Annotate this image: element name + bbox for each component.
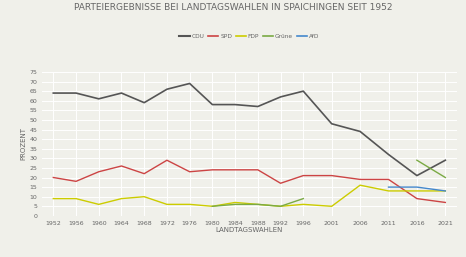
SPD [73,180,79,183]
Text: PARTEIERGEBNISSE BEI LANDTAGSWAHLEN IN SPAICHINGEN SEIT 1952: PARTEIERGEBNISSE BEI LANDTAGSWAHLEN IN S… [74,3,392,12]
AfD [386,186,391,189]
FDP [187,203,192,206]
FDP [414,189,420,192]
AfD [414,186,420,189]
FDP [386,189,391,192]
CDU [73,91,79,95]
Line: CDU: CDU [53,84,445,176]
Y-axis label: PROZENT: PROZENT [21,127,27,160]
CDU [329,122,335,125]
SPD [50,176,56,179]
CDU [210,103,215,106]
SPD [119,164,124,168]
CDU [414,174,420,177]
SPD [96,170,102,173]
CDU [386,153,391,156]
SPD [386,178,391,181]
FDP [73,197,79,200]
FDP [119,197,124,200]
FDP [164,203,170,206]
CDU [119,91,124,95]
SPD [301,174,306,177]
SPD [187,170,192,173]
CDU [357,130,363,133]
CDU [96,97,102,100]
CDU [164,88,170,91]
Legend: CDU, SPD, FDP, Grüne, AfD: CDU, SPD, FDP, Grüne, AfD [177,32,322,41]
SPD [255,168,260,171]
SPD [164,159,170,162]
SPD [210,168,215,171]
SPD [329,174,335,177]
FDP [329,205,335,208]
CDU [141,101,147,104]
FDP [278,205,283,208]
CDU [187,82,192,85]
FDP [233,201,238,204]
CDU [233,103,238,106]
FDP [357,184,363,187]
SPD [278,182,283,185]
SPD [357,178,363,181]
X-axis label: LANDTAGSWAHLEN: LANDTAGSWAHLEN [216,227,283,233]
CDU [50,91,56,95]
SPD [414,197,420,200]
FDP [210,205,215,208]
Line: AfD: AfD [389,187,445,191]
CDU [255,105,260,108]
Line: SPD: SPD [53,160,445,203]
CDU [301,90,306,93]
SPD [141,172,147,175]
CDU [278,95,283,98]
SPD [443,201,448,204]
Line: FDP: FDP [53,185,445,206]
AfD [443,189,448,192]
SPD [233,168,238,171]
FDP [443,189,448,192]
CDU [443,159,448,162]
FDP [50,197,56,200]
FDP [255,203,260,206]
FDP [141,195,147,198]
FDP [301,203,306,206]
FDP [96,203,102,206]
